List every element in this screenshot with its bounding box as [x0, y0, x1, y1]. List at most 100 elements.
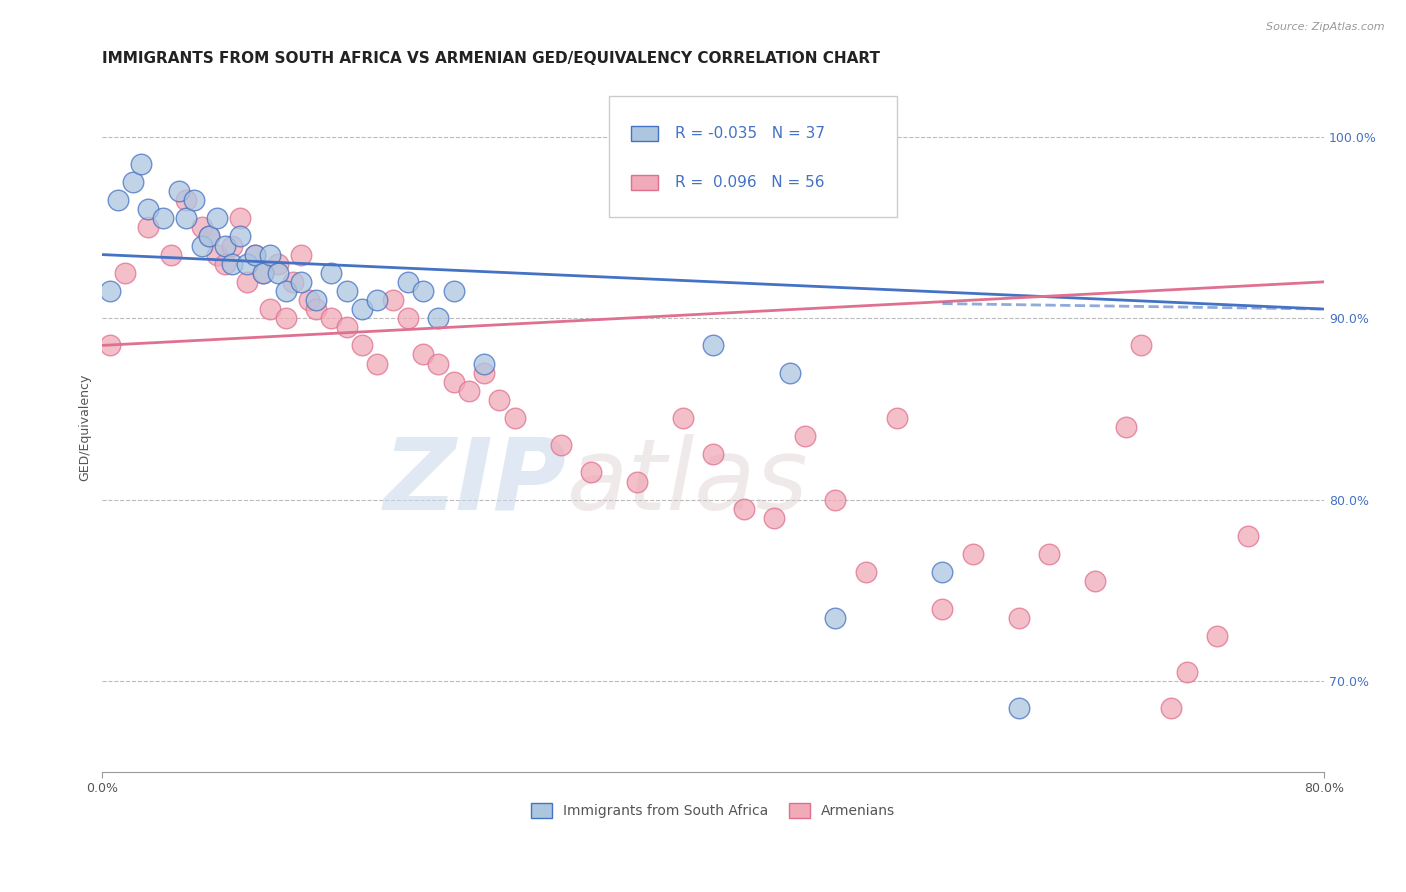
Point	[702, 447, 724, 461]
Point	[136, 220, 159, 235]
Point	[472, 366, 495, 380]
Point	[243, 247, 266, 261]
Point	[458, 384, 481, 398]
Point	[114, 266, 136, 280]
Point	[236, 257, 259, 271]
Point	[214, 257, 236, 271]
Point	[702, 338, 724, 352]
Point	[243, 247, 266, 261]
FancyBboxPatch shape	[631, 175, 658, 190]
Point	[98, 338, 121, 352]
Point	[855, 566, 877, 580]
Point	[252, 266, 274, 280]
Point	[283, 275, 305, 289]
Point	[198, 229, 221, 244]
Point	[305, 293, 328, 307]
Point	[98, 284, 121, 298]
Point	[1237, 529, 1260, 543]
Point	[962, 547, 984, 561]
Text: Source: ZipAtlas.com: Source: ZipAtlas.com	[1267, 22, 1385, 32]
Point	[297, 293, 319, 307]
Point	[107, 193, 129, 207]
Text: ZIP: ZIP	[384, 434, 567, 531]
Point	[626, 475, 648, 489]
Point	[274, 311, 297, 326]
Point	[733, 501, 755, 516]
Point	[221, 238, 243, 252]
Point	[503, 411, 526, 425]
Point	[160, 247, 183, 261]
Point	[427, 311, 450, 326]
Point	[350, 338, 373, 352]
Point	[167, 184, 190, 198]
Point	[267, 266, 290, 280]
Point	[336, 284, 359, 298]
Point	[290, 275, 312, 289]
Point	[763, 511, 786, 525]
Point	[229, 211, 252, 226]
Point	[252, 266, 274, 280]
Point	[290, 247, 312, 261]
FancyBboxPatch shape	[609, 96, 897, 217]
Point	[366, 293, 388, 307]
Text: atlas: atlas	[567, 434, 808, 531]
Point	[472, 357, 495, 371]
Point	[412, 284, 434, 298]
Point	[1206, 629, 1229, 643]
Legend: Immigrants from South Africa, Armenians: Immigrants from South Africa, Armenians	[526, 797, 901, 823]
Point	[381, 293, 404, 307]
Point	[129, 157, 152, 171]
Point	[183, 193, 205, 207]
Point	[122, 175, 145, 189]
Point	[931, 566, 953, 580]
Point	[396, 275, 419, 289]
Point	[672, 411, 695, 425]
Point	[396, 311, 419, 326]
Point	[190, 238, 212, 252]
Point	[824, 611, 846, 625]
Text: R = -0.035   N = 37: R = -0.035 N = 37	[675, 127, 825, 141]
Point	[336, 320, 359, 334]
Point	[190, 220, 212, 235]
Point	[443, 284, 465, 298]
Point	[259, 247, 281, 261]
Text: R =  0.096   N = 56: R = 0.096 N = 56	[675, 175, 825, 190]
Text: IMMIGRANTS FROM SOUTH AFRICA VS ARMENIAN GED/EQUIVALENCY CORRELATION CHART: IMMIGRANTS FROM SOUTH AFRICA VS ARMENIAN…	[103, 51, 880, 66]
Point	[259, 301, 281, 316]
Point	[1038, 547, 1060, 561]
Point	[221, 257, 243, 271]
Point	[366, 357, 388, 371]
Point	[550, 438, 572, 452]
Point	[412, 347, 434, 361]
Point	[1008, 611, 1031, 625]
Point	[152, 211, 174, 226]
Point	[229, 229, 252, 244]
FancyBboxPatch shape	[631, 127, 658, 142]
Point	[305, 301, 328, 316]
Point	[205, 247, 228, 261]
Point	[793, 429, 815, 443]
Point	[886, 411, 908, 425]
Point	[198, 229, 221, 244]
Point	[176, 193, 198, 207]
Point	[205, 211, 228, 226]
Point	[443, 375, 465, 389]
Point	[931, 601, 953, 615]
Point	[136, 202, 159, 217]
Y-axis label: GED/Equivalency: GED/Equivalency	[79, 374, 91, 481]
Point	[824, 492, 846, 507]
Point	[1129, 338, 1152, 352]
Point	[1175, 665, 1198, 680]
Point	[274, 284, 297, 298]
Point	[176, 211, 198, 226]
Point	[779, 366, 801, 380]
Point	[350, 301, 373, 316]
Point	[579, 466, 602, 480]
Point	[236, 275, 259, 289]
Point	[1084, 574, 1107, 589]
Point	[214, 238, 236, 252]
Point	[1115, 420, 1137, 434]
Point	[321, 266, 343, 280]
Point	[427, 357, 450, 371]
Point	[267, 257, 290, 271]
